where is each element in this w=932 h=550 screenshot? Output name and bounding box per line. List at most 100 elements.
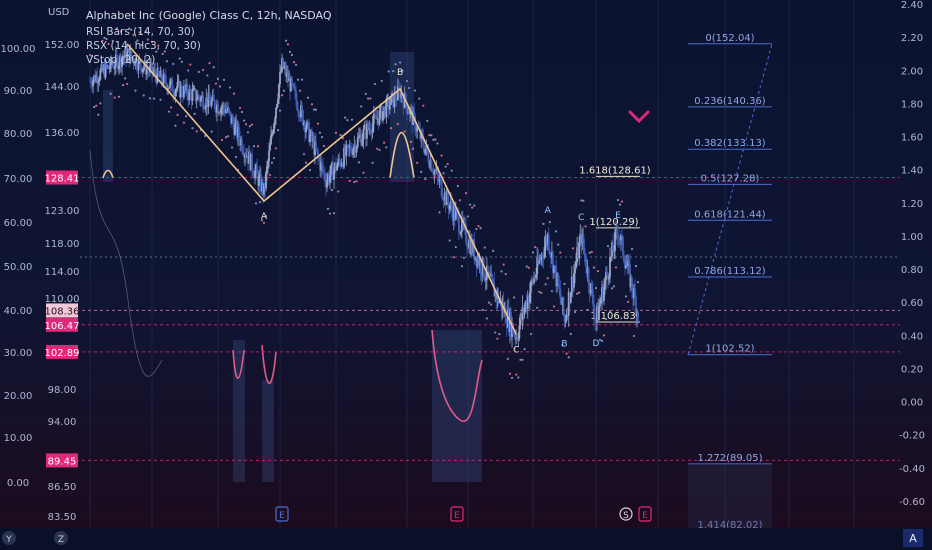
y-price-tick: 144.00 (45, 82, 80, 93)
vstop-dot (628, 225, 632, 229)
candle-body (319, 159, 321, 171)
candle-body (205, 97, 208, 108)
vstop-dot (376, 147, 379, 150)
candle-body (336, 165, 339, 171)
candle-body (188, 89, 191, 100)
candle-body (376, 118, 379, 120)
vstop-dot (197, 70, 200, 73)
bottom-toolbar: Y Z A (0, 528, 932, 550)
candle-body (443, 192, 446, 201)
zoom-button[interactable]: Z (54, 531, 68, 545)
candle-body (146, 68, 149, 71)
vstop-dot (302, 153, 306, 156)
candle-body (360, 135, 363, 146)
candle-body (257, 173, 259, 186)
candle-body (637, 311, 639, 322)
wave-line (126, 43, 517, 335)
vstop-dot (483, 246, 486, 249)
candle-body (98, 79, 101, 82)
candle-body (433, 170, 436, 175)
candle-body (258, 175, 260, 186)
candle-body (170, 79, 173, 82)
vstop-dot (622, 222, 626, 225)
candle-body (335, 162, 337, 171)
candle-body (91, 84, 93, 87)
price-label-box (46, 344, 78, 359)
candle-body (103, 66, 106, 78)
candle-body (282, 58, 284, 68)
vstop-dot (540, 291, 543, 294)
candle-body (269, 144, 271, 151)
y-price-tick: 94.00 (48, 417, 77, 428)
auto-scale-button[interactable]: A (903, 529, 923, 547)
fibonacci-levels: 0(152.04) 0.236(140.36) 0.382(133.13) 0.5(1… (579, 33, 773, 532)
candle-body (438, 179, 441, 182)
candle-body (517, 338, 520, 340)
candle-body (158, 74, 161, 78)
candlesticks (89, 43, 639, 351)
candle-body (569, 293, 572, 303)
vstop-dot (344, 116, 347, 119)
vstop-dot (244, 123, 248, 126)
candle-body (465, 224, 467, 243)
candle-body (331, 162, 333, 165)
chevron-down-icon[interactable] (628, 110, 650, 124)
candle-body (398, 86, 400, 89)
candle-body (580, 233, 583, 245)
candle-body (394, 93, 397, 100)
candle-body (422, 136, 425, 147)
candle-body (115, 54, 118, 58)
candle-body (594, 316, 596, 319)
candle-body (377, 118, 380, 125)
candle-body (404, 93, 407, 105)
vstop-dot (481, 308, 484, 312)
candle-body (247, 156, 249, 164)
candle-body (292, 84, 294, 86)
vstop-dot (163, 50, 166, 53)
candle-body (601, 287, 603, 300)
y-outer-tick: 50.00 (4, 262, 33, 273)
candle-body (525, 301, 528, 309)
y-price-tick: 114.00 (45, 267, 80, 278)
chart-title: Alphabet Inc (Google) Class C, 12h, NASD… (86, 9, 332, 22)
vstop-dot (216, 77, 220, 80)
candle-body (536, 257, 539, 275)
goto-realtime-button[interactable]: Y (2, 531, 16, 545)
candle-body (574, 267, 576, 274)
vstop-dot (272, 157, 276, 160)
vstop-dot (494, 331, 497, 334)
candle-body (129, 51, 132, 64)
fib-level-label: 0.382(133.13) (694, 138, 766, 149)
candle-body (548, 250, 551, 255)
fib-level-label: 1.272(89.05) (697, 453, 762, 464)
vstop-dot (180, 60, 183, 64)
candle-body (445, 191, 448, 206)
vstop-dot (288, 50, 292, 53)
vstop-dot (448, 239, 451, 242)
candle-body (123, 57, 125, 59)
candle-body (294, 88, 296, 91)
vstop-dot (240, 110, 244, 114)
vstop-dot (594, 286, 598, 290)
vstop-dot (612, 285, 616, 288)
candle-body (423, 146, 426, 154)
candle-body (427, 152, 430, 163)
vstop-dot (337, 190, 340, 193)
candle-body (105, 63, 108, 68)
event-marker (275, 506, 289, 522)
vstop-dot (246, 131, 250, 134)
candle-body (99, 70, 102, 80)
rsx-line (89, 131, 483, 423)
candle-body (210, 100, 213, 106)
candle-body (583, 247, 586, 254)
y-right-tick: 2.00 (901, 66, 923, 77)
vstop-dot (548, 220, 551, 224)
candle-body (476, 257, 479, 267)
y-outer-tick: 0.00 (7, 478, 29, 489)
vstop-dot (506, 357, 509, 360)
vstop-dot (214, 82, 217, 85)
candle-body (612, 242, 614, 252)
vstop-dot (492, 249, 495, 252)
candle-body (415, 131, 418, 133)
